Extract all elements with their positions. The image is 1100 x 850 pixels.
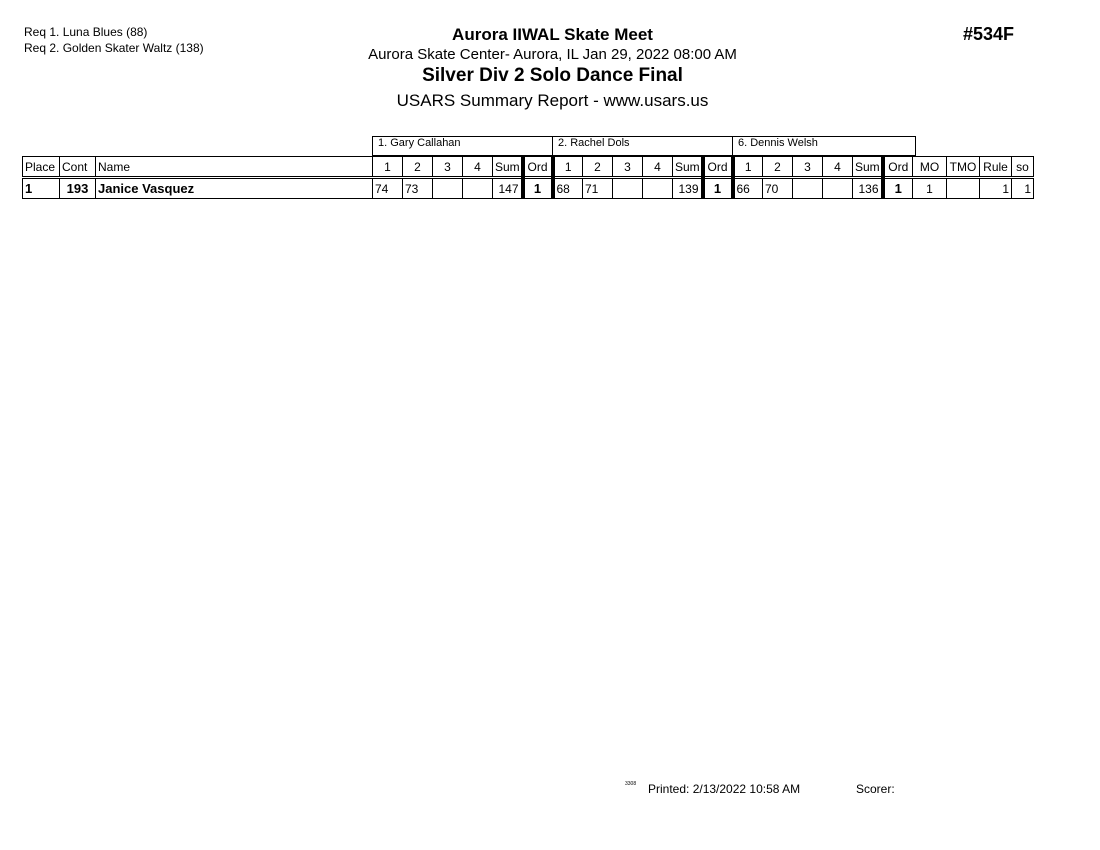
col-j3-ord: Ord: [880, 156, 913, 179]
requirement-2: Req 2. Golden Skater Waltz (138): [24, 41, 204, 55]
printed-date: Printed: 2/13/2022 10:58 AM: [648, 782, 801, 796]
cont: 193: [59, 177, 96, 199]
col-rule: Rule: [979, 156, 1012, 179]
col-j2-ord: Ord: [700, 156, 733, 179]
j1-score-1: 74: [372, 177, 403, 199]
j3-score-2: 70: [762, 177, 793, 199]
meet-location: Aurora Skate Center- Aurora, IL Jan 29, …: [368, 46, 737, 63]
col-j1-sum: Sum: [492, 156, 523, 179]
rule: 1: [979, 177, 1012, 199]
so: 1: [1011, 177, 1034, 199]
place: 1: [22, 177, 60, 199]
col-j2-4: 4: [642, 156, 673, 179]
j1-score-4: [462, 177, 493, 199]
tmo: [946, 177, 980, 199]
j2-score-1: 68: [550, 177, 583, 199]
j2-score-4: [642, 177, 673, 199]
col-j1-ord: Ord: [520, 156, 553, 179]
j2-sum: 139: [672, 177, 703, 199]
skater-name: Janice Vasquez: [95, 177, 373, 199]
col-tmo: TMO: [946, 156, 980, 179]
col-j3-2: 2: [762, 156, 793, 179]
col-j1-1: 1: [372, 156, 403, 179]
j3-score-3: [792, 177, 823, 199]
j1-ord: 1: [520, 177, 553, 199]
col-j2-1: 1: [550, 156, 583, 179]
requirement-1: Req 1. Luna Blues (88): [24, 25, 148, 39]
col-j3-1: 1: [730, 156, 763, 179]
j2-ord: 1: [700, 177, 733, 199]
mo: 1: [912, 177, 947, 199]
event-title: Silver Div 2 Solo Dance Final: [422, 65, 683, 86]
j1-sum: 147: [492, 177, 523, 199]
col-j1-3: 3: [432, 156, 463, 179]
j3-score-4: [822, 177, 853, 199]
event-number: #534F: [963, 24, 1015, 44]
report-title: USARS Summary Report - www.usars.us: [396, 91, 709, 110]
j3-ord: 1: [880, 177, 913, 199]
scorer-label: Scorer:: [856, 782, 895, 796]
j2-score-2: 71: [582, 177, 613, 199]
col-j2-sum: Sum: [672, 156, 703, 179]
col-name: Name: [95, 156, 373, 179]
col-j1-4: 4: [462, 156, 493, 179]
col-j2-3: 3: [612, 156, 643, 179]
col-j2-2: 2: [582, 156, 613, 179]
col-j3-sum: Sum: [852, 156, 883, 179]
judge-header: 1. Gary Callahan 2. Rachel Dols 6. Denni…: [372, 136, 916, 156]
j3-score-1: 66: [730, 177, 763, 199]
table-row: 1 193 Janice Vasquez 74 73 147 1 68 71 139 1 6…: [22, 177, 1034, 199]
j1-score-3: [432, 177, 463, 199]
col-j3-3: 3: [792, 156, 823, 179]
judge-3: 6. Dennis Welsh: [732, 136, 916, 156]
col-j1-2: 2: [402, 156, 433, 179]
j1-score-2: 73: [402, 177, 433, 199]
col-j3-4: 4: [822, 156, 853, 179]
judge-1: 1. Gary Callahan: [372, 136, 553, 156]
meet-title: Aurora IIWAL Skate Meet: [452, 25, 653, 44]
col-cont: Cont: [59, 156, 96, 179]
col-so: so: [1011, 156, 1034, 179]
j2-score-3: [612, 177, 643, 199]
col-place: Place: [22, 156, 60, 179]
j3-sum: 136: [852, 177, 883, 199]
col-mo: MO: [912, 156, 947, 179]
footer-code: 3308: [625, 781, 637, 787]
judge-2: 2. Rachel Dols: [552, 136, 733, 156]
